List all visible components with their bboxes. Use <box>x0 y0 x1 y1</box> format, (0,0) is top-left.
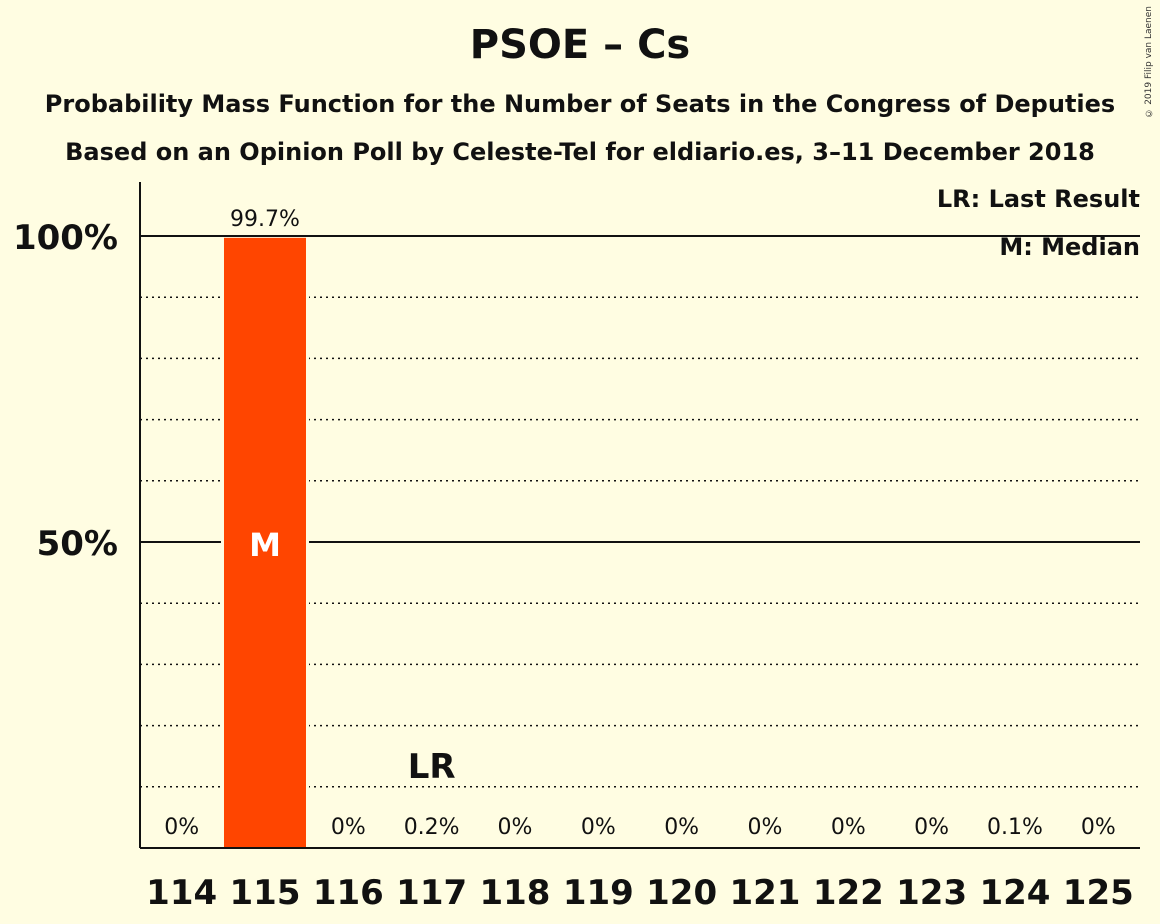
y-tick-label: 50% <box>37 524 118 564</box>
bar-value-label: 0% <box>331 815 366 840</box>
bar-value-label: 0% <box>831 815 866 840</box>
x-tick-label: 124 <box>979 873 1050 913</box>
bar-value-label: 0% <box>581 815 616 840</box>
x-tick-label: 116 <box>313 873 384 913</box>
x-tick-label: 122 <box>813 873 884 913</box>
x-tick-label: 119 <box>563 873 634 913</box>
x-tick-label: 123 <box>896 873 967 913</box>
chart-subtitle-line1: Probability Mass Function for the Number… <box>44 90 1116 118</box>
y-tick-label: 100% <box>13 218 118 258</box>
bar-value-label: 0% <box>748 815 783 840</box>
chart-title: PSOE – Cs <box>469 22 691 68</box>
chart-subtitle-line2: Based on an Opinion Poll by Celeste-Tel … <box>65 138 1095 166</box>
bar-value-label: 0.1% <box>987 815 1043 840</box>
bar-value-label: 0.2% <box>404 815 460 840</box>
x-tick-label: 121 <box>729 873 800 913</box>
bar-value-label: 0% <box>164 815 199 840</box>
x-tick-label: 114 <box>146 873 217 913</box>
x-tick-label: 118 <box>479 873 550 913</box>
legend-last-result: LR: Last Result <box>936 185 1140 213</box>
last-result-marker: LR <box>408 747 456 787</box>
x-tick-label: 125 <box>1063 873 1134 913</box>
bar-value-label: 0% <box>914 815 949 840</box>
bar-value-label: 0% <box>498 815 533 840</box>
median-marker: M <box>249 526 281 564</box>
bar-value-label: 99.7% <box>230 207 300 232</box>
x-tick-label: 120 <box>646 873 717 913</box>
bar-value-label: 0% <box>664 815 699 840</box>
legend-median: M: Median <box>999 233 1140 261</box>
bar-value-label: 0% <box>1081 815 1116 840</box>
x-tick-label: 117 <box>396 873 467 913</box>
x-tick-label: 115 <box>230 873 301 913</box>
bar <box>223 237 306 847</box>
